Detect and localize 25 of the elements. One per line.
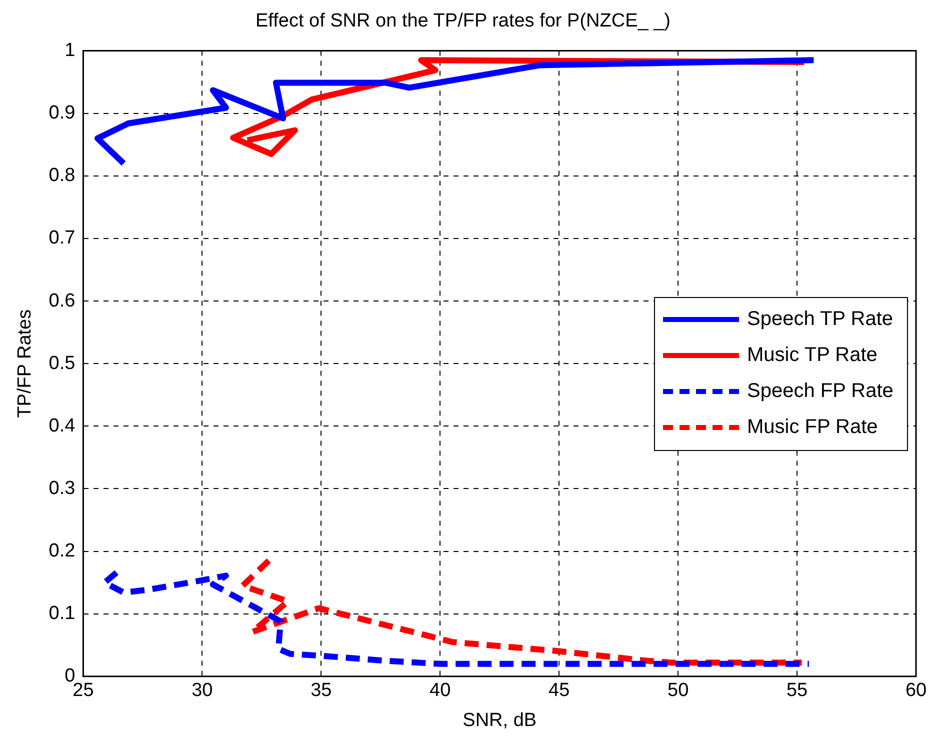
- x-tick-label: 40: [430, 680, 451, 702]
- y-tick-label: 0.4: [48, 415, 76, 436]
- y-tick-label: 0.1: [48, 603, 76, 624]
- legend-label: Music FP Rate: [747, 416, 878, 440]
- x-tick-label: 60: [905, 680, 927, 702]
- y-tick-label: 0.2: [48, 540, 76, 562]
- x-tick-label: 45: [548, 680, 570, 702]
- legend-label: Music TP Rate: [747, 344, 878, 368]
- x-axis-title: SNR, dB: [462, 710, 537, 731]
- legend-label: Speech FP Rate: [747, 380, 894, 404]
- chart-title: Effect of SNR on the TP/FP rates for P(NZCE_ _): [256, 10, 670, 32]
- legend-label: Speech TP Rate: [747, 308, 894, 332]
- y-tick-label: 0.5: [48, 352, 76, 374]
- x-tick-label: 35: [310, 680, 332, 702]
- x-tick-label: 55: [786, 680, 808, 702]
- y-tick-label: 0.9: [48, 102, 76, 124]
- y-tick-label: 1: [64, 40, 76, 62]
- y-tick-label: 0.7: [48, 228, 76, 249]
- y-axis-title: TP/FP Rates: [14, 309, 36, 418]
- y-tick-label: 0.6: [48, 290, 76, 312]
- x-tick-label: 50: [667, 680, 689, 702]
- x-tick-label: 25: [72, 680, 94, 702]
- x-tick-label: 30: [192, 680, 213, 702]
- y-tick-label: 0.3: [48, 478, 76, 499]
- y-tick-label: 0.8: [48, 165, 76, 186]
